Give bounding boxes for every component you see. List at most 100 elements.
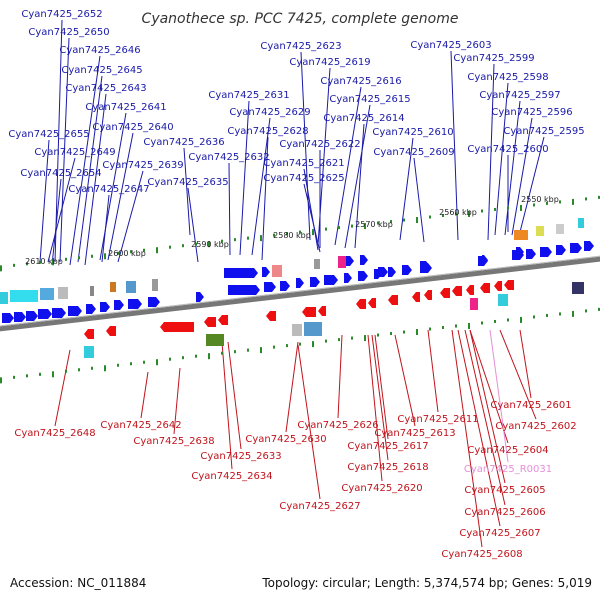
gene-label-cyan7425-2647[interactable]: Cyan7425_2647: [68, 184, 149, 195]
kbp-label-2580-kbp: 2580 kbp: [273, 231, 311, 240]
gene-label-cyan7425-2650[interactable]: Cyan7425_2650: [28, 27, 109, 38]
gene-label-cyan7425-2655[interactable]: Cyan7425_2655: [8, 129, 89, 140]
genome-backbone: [0, 256, 600, 332]
kbp-label-2550-kbp: 2550 kbp: [521, 195, 559, 204]
tick-mark: [364, 223, 366, 230]
gene-label-cyan7425-2595[interactable]: Cyan7425_2595: [503, 126, 584, 137]
gene-label-cyan7425-2606[interactable]: Cyan7425_2606: [464, 507, 545, 518]
forward-gene-arrow: [280, 281, 290, 291]
tick-mark: [494, 207, 496, 211]
tick-mark: [585, 197, 587, 201]
gene-label-cyan7425-2625[interactable]: Cyan7425_2625: [263, 173, 344, 184]
gene-label-cyan7425-2610[interactable]: Cyan7425_2610: [372, 127, 453, 138]
forward-gene-arrow: [100, 302, 110, 312]
gene-label-cyan7425-2609[interactable]: Cyan7425_2609: [373, 147, 454, 158]
gene-label-cyan7425-2634[interactable]: Cyan7425_2634: [191, 471, 272, 482]
gene-label-cyan7425-2631[interactable]: Cyan7425_2631: [208, 90, 289, 101]
gene-label-cyan7425-2621[interactable]: Cyan7425_2621: [263, 158, 344, 169]
reverse-gene-arrow: [466, 285, 474, 295]
tick-mark: [520, 204, 522, 211]
leader-cyan7425-2635: [187, 187, 199, 263]
gene-label-cyan7425-2613[interactable]: Cyan7425_2613: [374, 428, 455, 439]
tick-mark: [130, 250, 132, 254]
gene-label-cyan7425-2608[interactable]: Cyan7425_2608: [441, 549, 522, 560]
forward-gene-arrow: [358, 271, 368, 281]
gene-label-cyan7425-2635[interactable]: Cyan7425_2635: [147, 177, 228, 188]
gene-label-cyan7425-2601[interactable]: Cyan7425_2601: [490, 400, 571, 411]
gene-label-cyan7425-2630[interactable]: Cyan7425_2630: [245, 434, 326, 445]
gene-label-cyan7425-2629[interactable]: Cyan7425_2629: [229, 107, 310, 118]
map-title: Cyanothece sp. PCC 7425, complete genome: [142, 11, 459, 27]
gene-label-cyan7425-2640[interactable]: Cyan7425_2640: [92, 122, 173, 133]
kbp-ticks: [0, 195, 600, 384]
gene-label-cyan7425-2633[interactable]: Cyan7425_2633: [200, 451, 281, 462]
tick-mark: [91, 366, 93, 370]
gene-label-cyan7425-2641[interactable]: Cyan7425_2641: [85, 102, 166, 113]
tick-mark: [338, 338, 340, 342]
forward-gene-arrow: [556, 245, 566, 255]
leader-cyan7425-2648: [54, 349, 71, 427]
tick-mark: [598, 195, 600, 199]
gene-label-cyan7425-2615[interactable]: Cyan7425_2615: [329, 94, 410, 105]
gene-label-cyan7425-2648[interactable]: Cyan7425_2648: [14, 428, 95, 439]
tick-mark: [494, 319, 496, 323]
gene-label-cyan7425-r0031[interactable]: Cyan7425_R0031: [464, 464, 552, 475]
gene-label-cyan7425-2603[interactable]: Cyan7425_2603: [410, 40, 491, 51]
gene-label-cyan7425-2614[interactable]: Cyan7425_2614: [323, 113, 404, 124]
gene-label-cyan7425-2626[interactable]: Cyan7425_2626: [297, 420, 378, 431]
gene-label-cyan7425-2639[interactable]: Cyan7425_2639: [102, 160, 183, 171]
gene-label-cyan7425-2642[interactable]: Cyan7425_2642: [100, 420, 181, 431]
tick-mark: [143, 248, 145, 252]
gene-category-box: [536, 226, 544, 236]
gene-label-cyan7425-2618[interactable]: Cyan7425_2618: [347, 462, 428, 473]
tick-mark: [325, 227, 327, 231]
gene-label-cyan7425-2620[interactable]: Cyan7425_2620: [341, 483, 422, 494]
tick-mark: [117, 363, 119, 367]
gene-label-cyan7425-2596[interactable]: Cyan7425_2596: [491, 107, 572, 118]
gene-label-cyan7425-2636[interactable]: Cyan7425_2636: [143, 137, 224, 148]
forward-gene-arrow: [378, 267, 388, 277]
tick-mark: [104, 365, 106, 372]
forward-gene-arrow: [38, 309, 52, 319]
tick-mark: [195, 242, 197, 246]
gene-label-cyan7425-2604[interactable]: Cyan7425_2604: [467, 445, 548, 456]
leader-cyan7425-2645: [77, 75, 103, 263]
gene-label-cyan7425-2607[interactable]: Cyan7425_2607: [459, 528, 540, 539]
gene-label-cyan7425-2602[interactable]: Cyan7425_2602: [495, 421, 576, 432]
gene-label-cyan7425-2600[interactable]: Cyan7425_2600: [467, 144, 548, 155]
gene-label-cyan7425-2627[interactable]: Cyan7425_2627: [279, 501, 360, 512]
gene-label-cyan7425-2616[interactable]: Cyan7425_2616: [320, 76, 401, 87]
gene-label-cyan7425-2599[interactable]: Cyan7425_2599: [453, 53, 534, 64]
leader-cyan7425-2615: [344, 104, 371, 249]
gene-label-cyan7425-2646[interactable]: Cyan7425_2646: [59, 45, 140, 56]
backbone-highlight: [0, 255, 600, 327]
gene-label-cyan7425-2649[interactable]: Cyan7425_2649: [34, 147, 115, 158]
tick-mark: [286, 232, 288, 236]
gene-label-cyan7425-2617[interactable]: Cyan7425_2617: [347, 441, 428, 452]
gene-label-cyan7425-2643[interactable]: Cyan7425_2643: [65, 83, 146, 94]
gene-label-cyan7425-2598[interactable]: Cyan7425_2598: [467, 72, 548, 83]
gene-label-cyan7425-2605[interactable]: Cyan7425_2605: [464, 485, 545, 496]
gene-label-cyan7425-2622[interactable]: Cyan7425_2622: [279, 139, 360, 150]
gene-category-box: [90, 286, 94, 296]
gene-label-cyan7425-2597[interactable]: Cyan7425_2597: [479, 90, 560, 101]
tick-mark: [481, 321, 483, 325]
gene-label-cyan7425-2628[interactable]: Cyan7425_2628: [227, 126, 308, 137]
gene-label-cyan7425-2638[interactable]: Cyan7425_2638: [133, 436, 214, 447]
forward-gene-arrow: [482, 255, 488, 265]
kbp-labels: 2610 kbp 2600 kbp 2590 kbp 2580 kbp 2570 kbp…: [25, 195, 559, 266]
gene-label-cyan7425-2654[interactable]: Cyan7425_2654: [20, 168, 101, 179]
gene-label-cyan7425-2623[interactable]: Cyan7425_2623: [260, 41, 341, 52]
gene-label-cyan7425-2652[interactable]: Cyan7425_2652: [21, 9, 102, 20]
gene-label-cyan7425-2619[interactable]: Cyan7425_2619: [289, 57, 370, 68]
tick-mark: [572, 198, 574, 205]
gene-label-cyan7425-2632[interactable]: Cyan7425_2632: [188, 152, 269, 163]
kbp-label-2570-kbp: 2570 kbp: [355, 220, 393, 229]
tick-mark: [390, 220, 392, 224]
reverse-gene-arrow: [452, 286, 462, 296]
gene-label-cyan7425-2611[interactable]: Cyan7425_2611: [397, 414, 478, 425]
tick-mark: [429, 215, 431, 219]
forward-gene-arrow: [52, 308, 66, 318]
gene-label-cyan7425-2645[interactable]: Cyan7425_2645: [61, 65, 142, 76]
forward-gene-arrow: [324, 275, 338, 285]
